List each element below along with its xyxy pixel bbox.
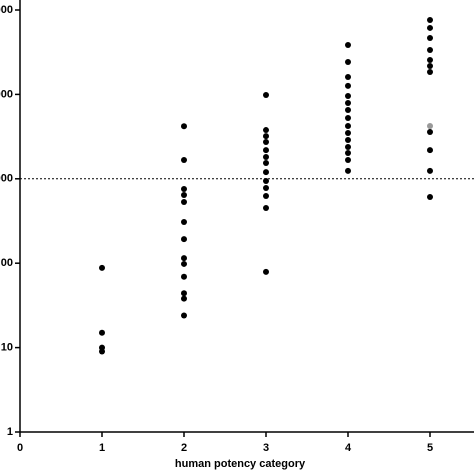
y-tick-label: 000 [0,88,13,100]
point [181,290,187,297]
point [345,167,351,174]
y-tick-label: 000 [0,173,13,185]
x-tick-label: 4 [345,442,352,454]
point [427,193,433,200]
point [99,264,105,271]
y-tick-label: 1 [7,426,13,438]
point [345,59,351,66]
x-axis-label: human potency category [175,458,306,470]
point [345,107,351,114]
point [427,167,433,174]
point [263,91,269,98]
point [181,157,187,164]
point [263,169,269,176]
point [263,147,269,154]
point [345,41,351,48]
point [345,144,351,151]
point [345,150,351,157]
point [427,46,433,53]
x-tick-label: 5 [427,442,433,454]
point [427,147,433,154]
point [181,255,187,262]
point [99,348,105,355]
point [99,329,105,336]
point [345,137,351,144]
x-tick-label: 2 [181,442,187,454]
y-tick-label: 000 [0,4,13,16]
point [181,312,187,319]
point [345,82,351,89]
point [181,236,187,243]
point [427,24,433,31]
point [263,268,269,275]
point [345,115,351,122]
x-tick-label: 3 [263,442,269,454]
point [263,159,269,166]
point [181,273,187,280]
point [263,204,269,211]
point [263,138,269,145]
point [345,73,351,80]
point [345,99,351,106]
point [427,69,433,76]
point [427,34,433,41]
point [345,129,351,136]
point [181,260,187,267]
point [345,122,351,129]
point [263,133,269,140]
point [427,63,433,70]
point [427,122,433,129]
point [427,128,433,135]
point [181,199,187,206]
y-tick-label: 00 [1,257,13,269]
point [181,295,187,302]
point [263,177,269,184]
point [263,185,269,192]
x-tick-label: 0 [17,442,23,454]
point [345,157,351,164]
point [181,186,187,193]
point [427,56,433,63]
point [181,218,187,225]
point [427,16,433,23]
y-tick-label: 10 [1,342,13,354]
x-tick-label: 1 [99,442,105,454]
point [263,192,269,199]
point [263,154,269,161]
point [263,127,269,134]
point [345,93,351,100]
point [181,123,187,130]
point [181,191,187,198]
